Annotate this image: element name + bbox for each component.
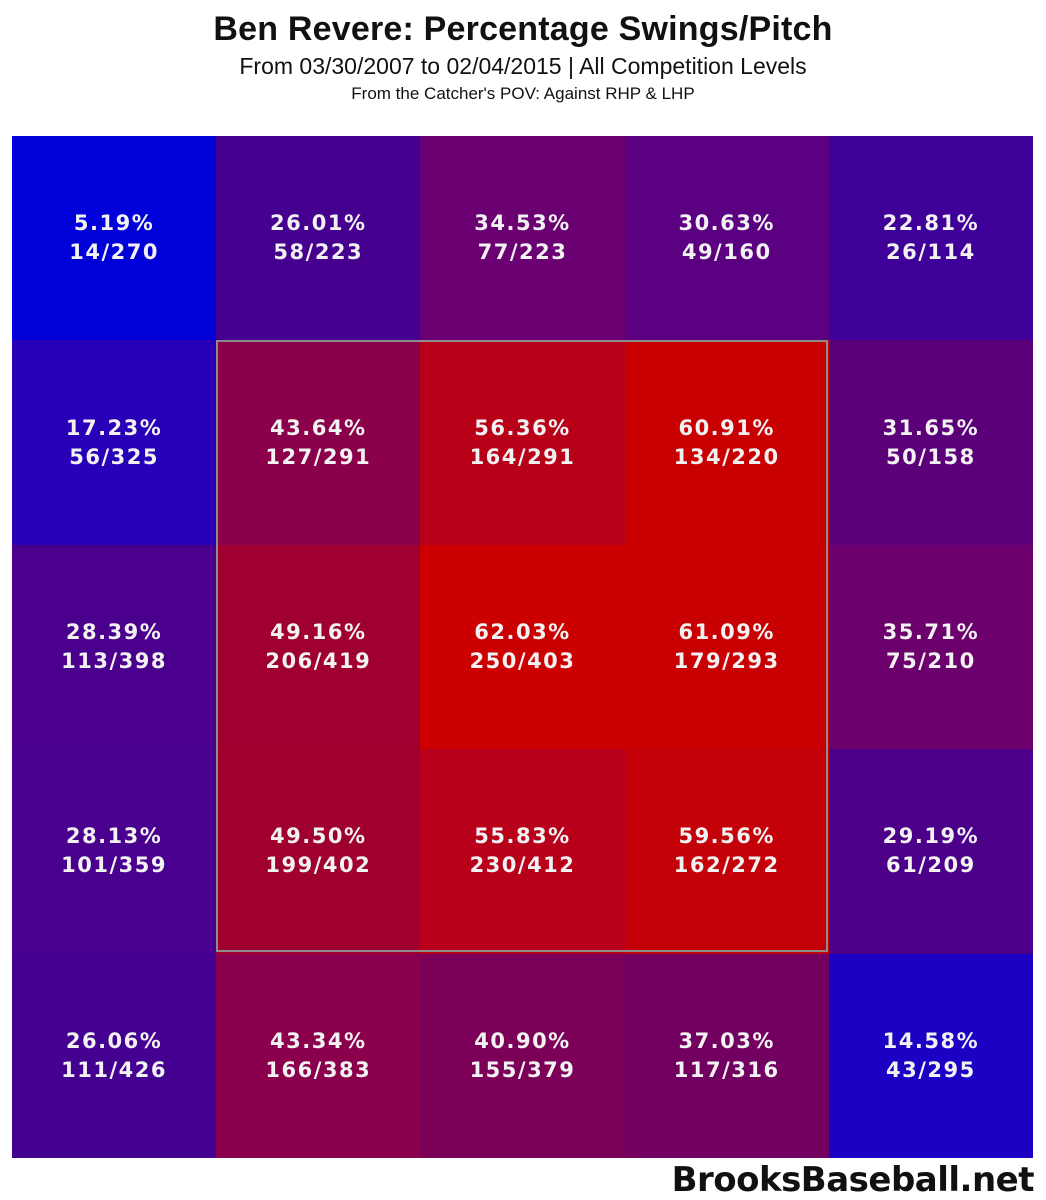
cell-fraction: 166/383 (265, 1057, 372, 1082)
heatmap-cell: 26.01% 58/223 (216, 136, 421, 341)
cell-percentage: 40.90% (474, 1028, 571, 1053)
cell-percentage: 29.19% (882, 824, 980, 849)
cell-percentage: 31.65% (882, 415, 980, 440)
cell-fraction: 77/223 (477, 240, 568, 265)
cell-fraction: 206/419 (265, 648, 372, 673)
cell-fraction: 113/398 (61, 648, 168, 673)
cell-fraction: 56/325 (69, 444, 159, 469)
heatmap-cell: 59.56% 162/272 (624, 749, 829, 954)
heatmap-cell: 22.81% 26/114 (828, 136, 1033, 341)
heatmap-cell: 49.50% 199/402 (216, 749, 421, 954)
cell-fraction: 117/316 (673, 1057, 780, 1082)
heatmap-cell: 55.83% 230/412 (420, 749, 625, 954)
cell-fraction: 26/114 (886, 240, 976, 265)
chart-subtitle: From 03/30/2007 to 02/04/2015 | All Comp… (239, 53, 807, 79)
cell-fraction: 199/402 (265, 853, 372, 878)
cell-percentage: 28.39% (65, 619, 163, 644)
cell-fraction: 155/379 (469, 1057, 576, 1082)
cell-percentage: 26.06% (65, 1028, 163, 1053)
cell-fraction: 164/291 (469, 444, 576, 469)
cell-fraction: 111/426 (61, 1057, 168, 1082)
cell-percentage: 59.56% (678, 824, 775, 849)
cell-percentage: 26.01% (270, 211, 367, 236)
cell-percentage: 43.64% (270, 415, 367, 440)
cell-percentage: 43.34% (270, 1028, 367, 1053)
heatmap-cell: 40.90% 155/379 (420, 953, 625, 1158)
cell-fraction: 61/209 (886, 853, 976, 878)
cell-percentage: 5.19% (73, 211, 155, 236)
heatmap-cell: 30.63% 49/160 (624, 136, 829, 341)
heatmap-cell: 29.19% 61/209 (828, 749, 1033, 954)
cell-percentage: 49.50% (270, 824, 367, 849)
cell-fraction: 134/220 (673, 444, 780, 469)
cell-fraction: 162/272 (673, 853, 780, 878)
heatmap-cell: 5.19% 14/270 (12, 136, 217, 341)
chart-title: Ben Revere: Percentage Swings/Pitch (213, 10, 833, 48)
cell-fraction: 49/160 (681, 240, 772, 265)
cell-percentage: 60.91% (678, 415, 775, 440)
cell-fraction: 250/403 (469, 648, 576, 673)
cell-percentage: 14.58% (882, 1028, 980, 1053)
cell-percentage: 37.03% (678, 1028, 775, 1053)
cell-fraction: 58/223 (273, 240, 364, 265)
chart-pov-note: From the Catcher's POV: Against RHP & LH… (351, 84, 695, 103)
cell-fraction: 50/158 (886, 444, 976, 469)
heatmap-grid: 5.19% 14/270 26.01% 58/223 34.53% 77/223 30.63… (12, 136, 1033, 1158)
heatmap-cell: 49.16% 206/419 (216, 544, 421, 750)
cell-percentage: 56.36% (474, 415, 571, 440)
cell-fraction: 43/295 (886, 1057, 976, 1082)
heatmap-cell: 31.65% 50/158 (828, 340, 1033, 545)
heatmap-cell: 28.13% 101/359 (12, 749, 217, 954)
heatmap-cell: 34.53% 77/223 (420, 136, 625, 341)
cell-percentage: 17.23% (65, 415, 163, 440)
cell-percentage: 62.03% (474, 619, 571, 644)
cell-fraction: 101/359 (61, 853, 168, 878)
source-brand: BrooksBaseball.net (671, 1160, 1035, 1200)
cell-fraction: 127/291 (265, 444, 372, 469)
cell-percentage: 34.53% (474, 211, 571, 236)
heatmap-cell: 56.36% 164/291 (420, 340, 625, 545)
cell-percentage: 35.71% (882, 619, 980, 644)
heatmap-cell: 26.06% 111/426 (12, 953, 217, 1158)
heatmap-cell: 43.34% 166/383 (216, 953, 421, 1158)
heatmap-cell: 28.39% 113/398 (12, 544, 217, 750)
heatmap-cell: 17.23% 56/325 (12, 340, 217, 545)
heatmap-cell: 43.64% 127/291 (216, 340, 421, 545)
heatmap-cell: 60.91% 134/220 (624, 340, 829, 545)
cell-percentage: 49.16% (270, 619, 367, 644)
cell-percentage: 28.13% (65, 824, 163, 849)
cell-percentage: 55.83% (474, 824, 571, 849)
cell-percentage: 22.81% (882, 211, 980, 236)
cell-fraction: 75/210 (886, 648, 976, 673)
cell-percentage: 30.63% (678, 211, 775, 236)
heatmap-cell: 14.58% 43/295 (828, 953, 1033, 1158)
cell-fraction: 179/293 (673, 648, 780, 673)
heatmap-cell: 35.71% 75/210 (828, 544, 1033, 750)
cell-fraction: 230/412 (469, 853, 576, 878)
heatmap-cell: 37.03% 117/316 (624, 953, 829, 1158)
heatmap-cell: 62.03% 250/403 (420, 544, 625, 750)
heatmap-cell: 61.09% 179/293 (624, 544, 829, 750)
cell-percentage: 61.09% (678, 619, 775, 644)
cell-fraction: 14/270 (69, 240, 159, 265)
